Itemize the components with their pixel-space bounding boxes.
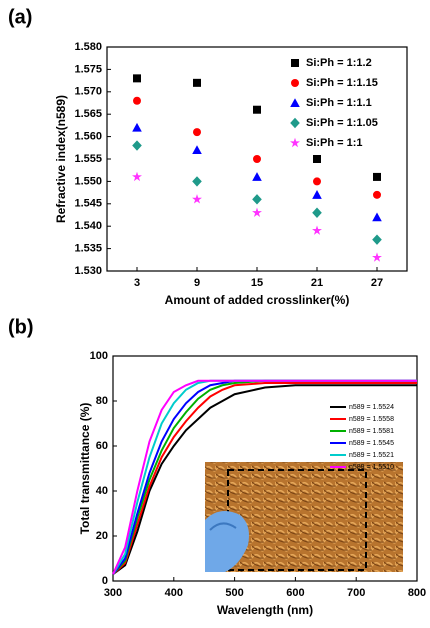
marker <box>373 172 381 181</box>
y-tick-label: 1.535 <box>74 243 102 255</box>
y-axis-title: Total transmittance (%) <box>78 403 92 535</box>
y-tick-label: 1.545 <box>74 198 102 210</box>
marker <box>372 212 382 222</box>
marker <box>192 176 202 187</box>
marker <box>312 207 322 218</box>
marker <box>312 190 322 199</box>
marker <box>373 190 381 199</box>
inset-photo <box>205 462 403 572</box>
legend-label: n589 = 1.5521 <box>349 452 394 459</box>
panel-label: (a) <box>8 6 32 28</box>
legend-marker <box>290 117 300 129</box>
y-tick-label: 1.550 <box>74 175 102 187</box>
x-tick-label: 400 <box>165 587 183 599</box>
marker <box>313 155 321 163</box>
marker <box>372 234 382 245</box>
y-tick-label: 20 <box>96 530 108 542</box>
x-tick-label: 27 <box>371 277 383 289</box>
marker <box>132 140 142 151</box>
line-series <box>112 379 417 575</box>
x-tick-label: 700 <box>347 587 365 599</box>
x-tick-label: 800 <box>408 587 426 599</box>
marker <box>372 252 382 262</box>
legend-marker <box>290 137 300 148</box>
marker <box>253 105 261 114</box>
y-tick-label: 80 <box>96 395 108 407</box>
y-tick-label: 0 <box>102 575 108 587</box>
legend-marker <box>291 59 299 67</box>
y-tick-label: 1.570 <box>74 86 102 98</box>
marker <box>133 74 141 83</box>
legend-label: n589 = 1.5524 <box>349 404 394 411</box>
legend-label: Si:Ph = 1:1 <box>306 137 363 149</box>
marker <box>192 145 202 155</box>
legend-marker <box>290 98 300 107</box>
y-tick-label: 100 <box>90 350 108 362</box>
x-tick-label: 15 <box>251 277 263 289</box>
marker <box>253 155 261 163</box>
legend-label: n589 = 1.5545 <box>349 440 394 447</box>
x-tick-label: 9 <box>194 277 200 289</box>
y-axis-title: Refractive index(n589) <box>54 95 68 223</box>
plot-frame <box>112 355 418 582</box>
line-series <box>112 384 417 576</box>
x-tick-label: 300 <box>104 587 122 599</box>
x-axis-title: Wavelength (nm) <box>217 603 313 617</box>
marker <box>252 194 262 205</box>
x-axis-title: Amount of added crosslinker(%) <box>165 293 350 307</box>
panel-label: (b) <box>8 316 34 338</box>
marker <box>312 225 322 235</box>
y-tick-label: 60 <box>96 440 108 452</box>
y-tick-label: 1.560 <box>74 131 102 143</box>
marker <box>192 194 202 204</box>
legend-label: Si:Ph = 1:1.1 <box>306 97 372 109</box>
legend-marker <box>291 79 299 87</box>
y-tick-label: 40 <box>96 485 108 497</box>
marker <box>193 128 201 137</box>
legend-label: n589 = 1.5510 <box>349 464 394 471</box>
y-tick-label: 1.565 <box>74 108 102 120</box>
y-tick-label: 1.580 <box>74 41 102 53</box>
legend-label: n589 = 1.5581 <box>349 428 394 435</box>
x-tick-label: 500 <box>225 587 243 599</box>
x-tick-label: 3 <box>134 277 140 289</box>
marker <box>313 177 321 186</box>
y-tick-label: 1.575 <box>74 63 102 75</box>
y-tick-label: 1.530 <box>74 265 102 277</box>
marker <box>132 122 142 132</box>
line-series <box>112 382 417 575</box>
legend-label: n589 = 1.5558 <box>349 416 394 423</box>
marker <box>252 207 262 217</box>
marker <box>133 96 141 105</box>
x-tick-label: 21 <box>311 277 323 289</box>
y-tick-label: 1.540 <box>74 220 102 232</box>
legend-label: Si:Ph = 1:1.15 <box>306 77 378 89</box>
y-tick-label: 1.555 <box>74 153 102 165</box>
legend-label: Si:Ph = 1:1.05 <box>306 117 378 129</box>
marker <box>193 78 201 87</box>
x-tick-label: 600 <box>286 587 304 599</box>
legend-label: Si:Ph = 1:1.2 <box>306 57 372 69</box>
marker <box>252 172 262 181</box>
marker <box>132 171 142 182</box>
